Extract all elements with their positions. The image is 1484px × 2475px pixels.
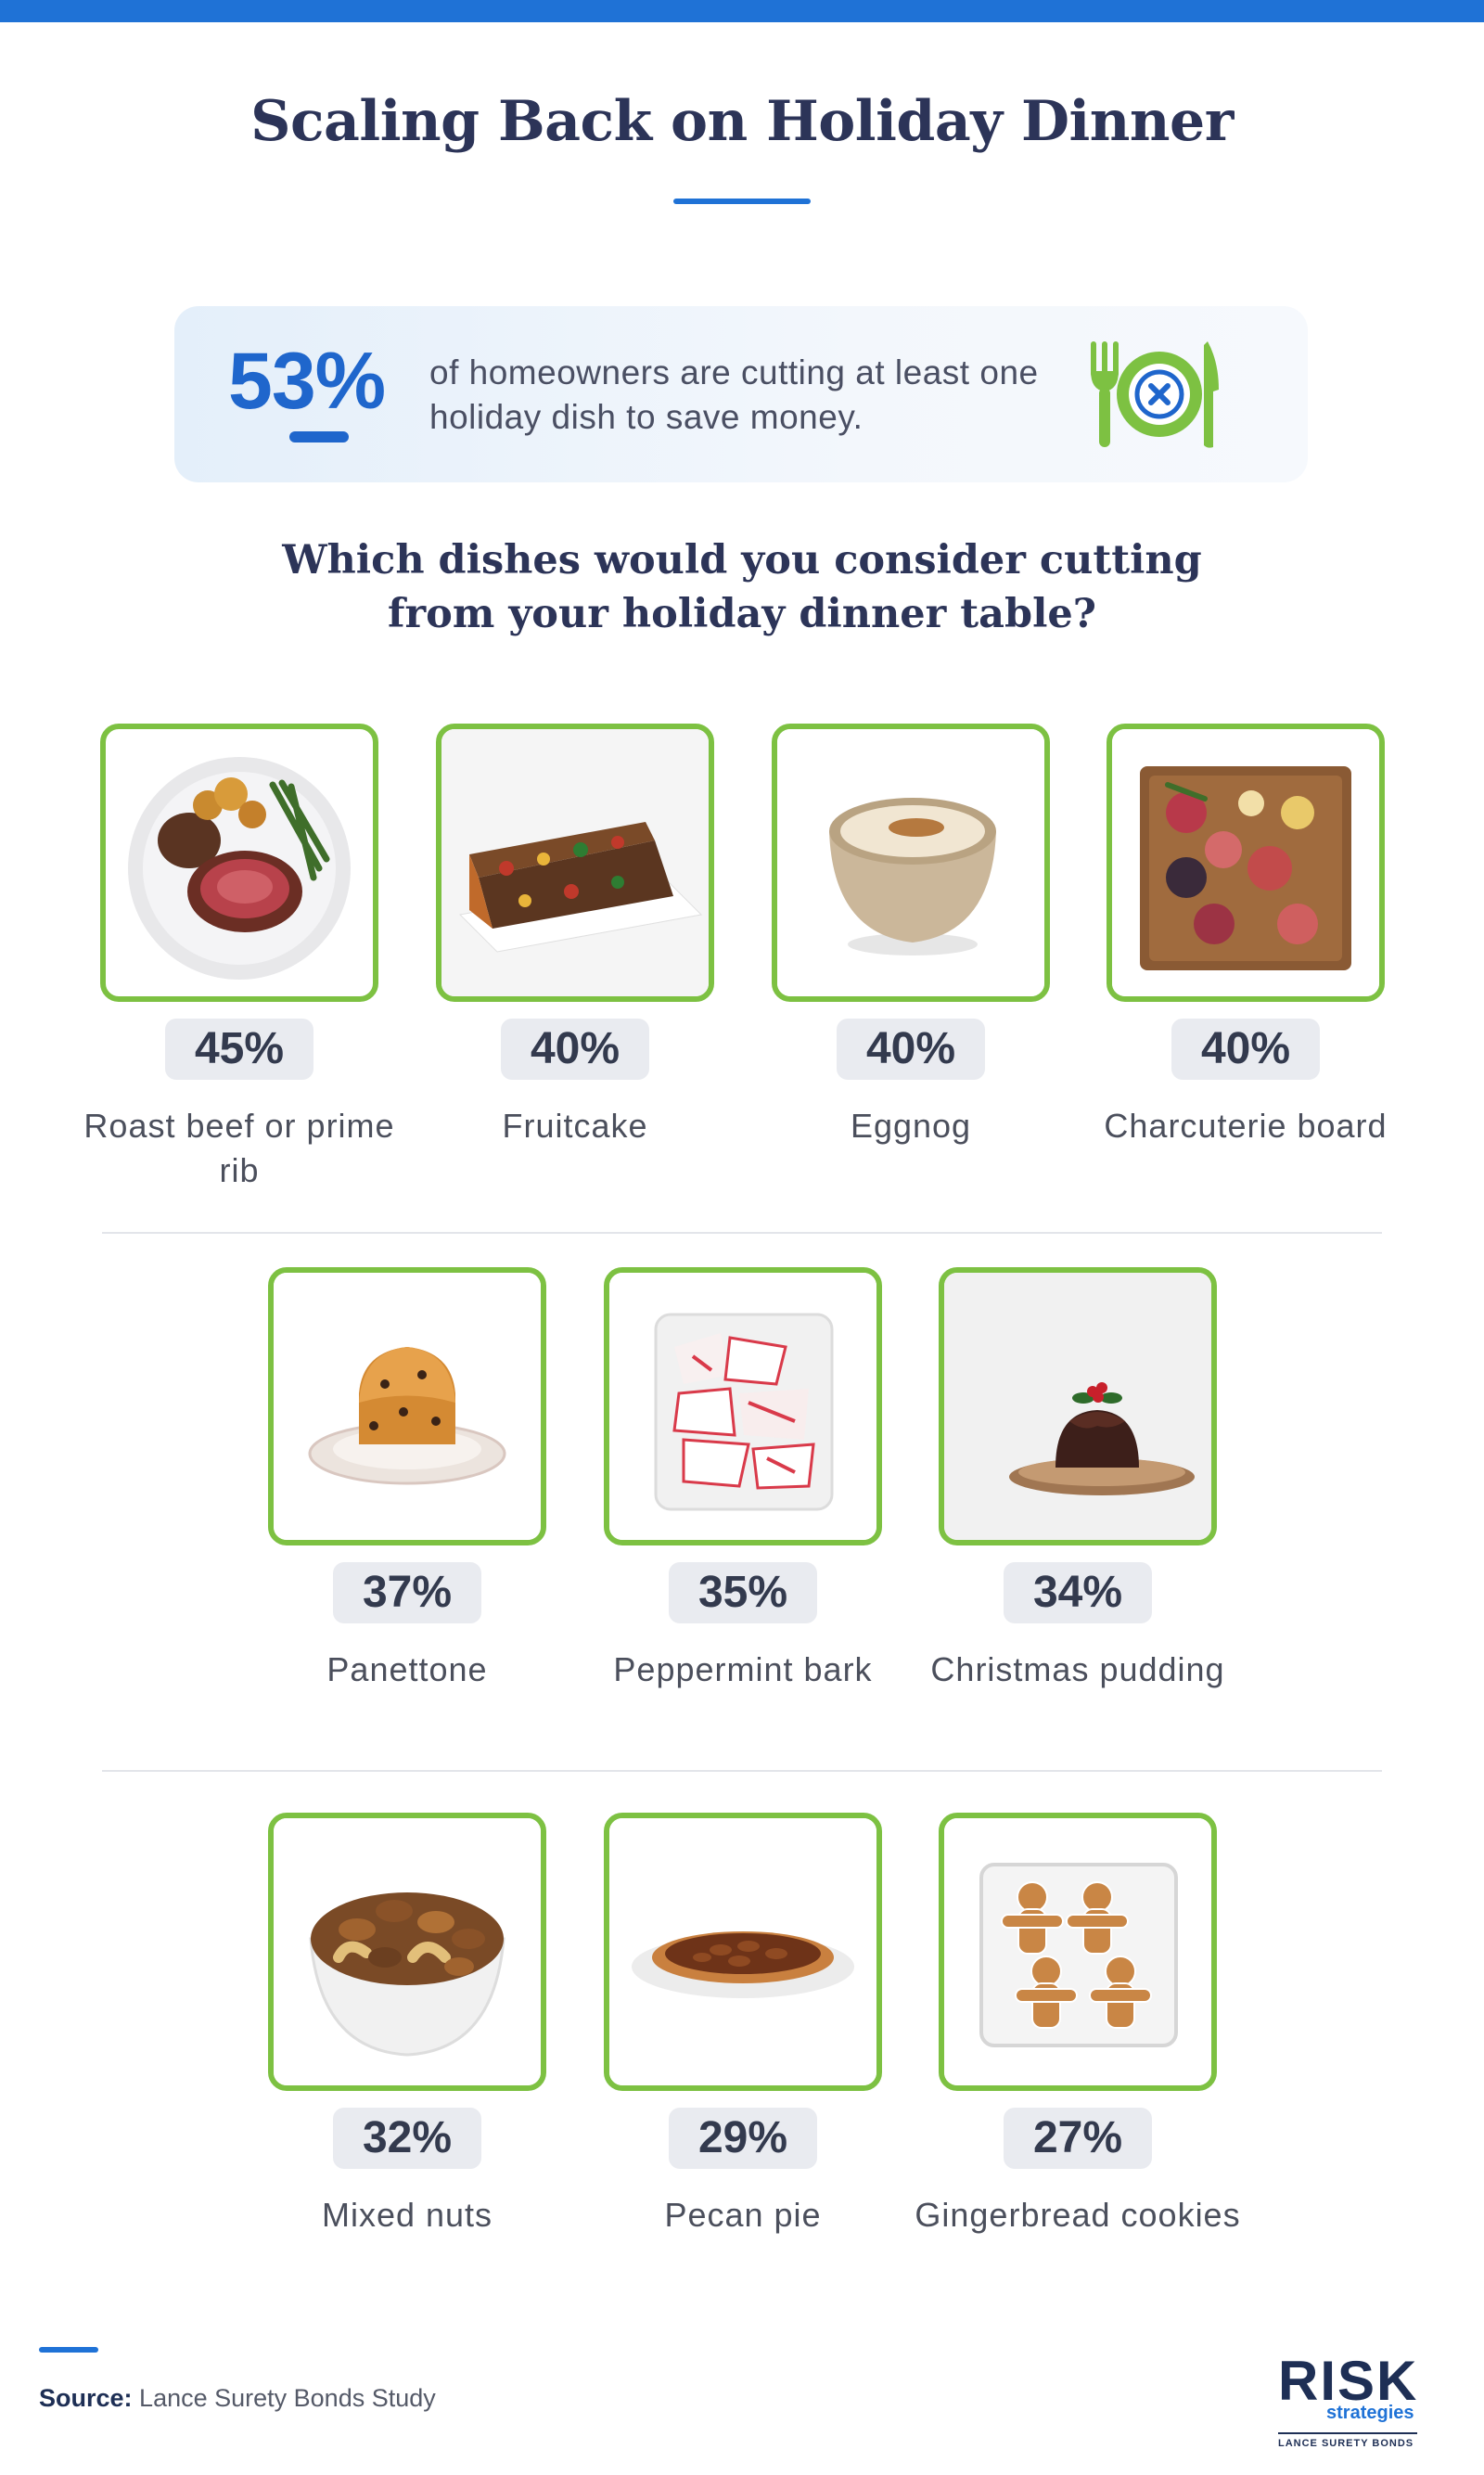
dish-percent: 32% [333, 2108, 481, 2169]
dish-percent: 34% [1004, 1562, 1152, 1623]
dish-name: Peppermint bark [613, 1650, 873, 1688]
logo-rule [1278, 2432, 1417, 2434]
gingerbread-cookies-image [939, 1813, 1217, 2091]
source-note: Source: Lance Surety Bonds Study [39, 2384, 436, 2413]
dish-percent: 35% [669, 1562, 817, 1623]
dish-name: Eggnog [850, 1107, 972, 1145]
dish-name: Fruitcake [502, 1107, 648, 1145]
logo-footer-text: LANCE SURETY BONDS [1278, 2438, 1414, 2449]
row-divider [102, 1232, 1382, 1234]
dish-percent: 29% [669, 2108, 817, 2169]
page-title: Scaling Back on Holiday Dinner [250, 89, 1234, 154]
dish-percent: 45% [165, 1019, 313, 1080]
footer-accent-rule [39, 2347, 98, 2353]
dish-percent: 40% [1171, 1019, 1320, 1080]
fruitcake-image [436, 724, 714, 1002]
risk-strategies-logo: RISK strategies LANCE SURETY BONDS [1278, 2353, 1426, 2455]
eggnog-image [772, 724, 1050, 1002]
source-text: Lance Surety Bonds Study [139, 2384, 436, 2412]
row-divider [102, 1770, 1382, 1772]
logo-sub-text: strategies [1326, 2403, 1414, 2423]
dish-name: Panettone [326, 1650, 488, 1688]
dish-name: Roast beef or prime rib [83, 1107, 395, 1189]
dish-name: Charcuterie board [1104, 1107, 1388, 1145]
plate-with-x-icon [1091, 341, 1219, 448]
source-label: Source: [39, 2384, 133, 2412]
dish-percent: 37% [333, 1562, 481, 1623]
pecan-pie-image [604, 1813, 882, 2091]
roast-beef-image [100, 724, 378, 1002]
top-accent-bar [0, 0, 1484, 22]
mixed-nuts-image [268, 1813, 546, 2091]
dish-name: Gingerbread cookies [915, 2196, 1241, 2234]
title-underline [673, 199, 811, 204]
stat-percent: 53% [228, 337, 386, 426]
dish-percent: 40% [837, 1019, 985, 1080]
dish-name: Pecan pie [664, 2196, 822, 2234]
christmas-pudding-image [939, 1267, 1217, 1545]
dish-percent: 27% [1004, 2108, 1152, 2169]
panettone-image [268, 1267, 546, 1545]
logo-main-text: RISK [1278, 2350, 1419, 2412]
stat-callout: 53% of homeowners are cutting at least o… [174, 306, 1308, 482]
dish-name: Christmas pudding [930, 1650, 1225, 1688]
stat-percent-underline [289, 431, 349, 442]
charcuterie-image [1107, 724, 1385, 1002]
survey-question: Which dishes would you consider cutting … [282, 537, 1202, 637]
peppermint-bark-image [604, 1267, 882, 1545]
dish-name: Mixed nuts [321, 2196, 493, 2234]
dish-percent: 40% [501, 1019, 649, 1080]
stat-text: of homeowners are cutting at least one h… [429, 353, 1039, 436]
